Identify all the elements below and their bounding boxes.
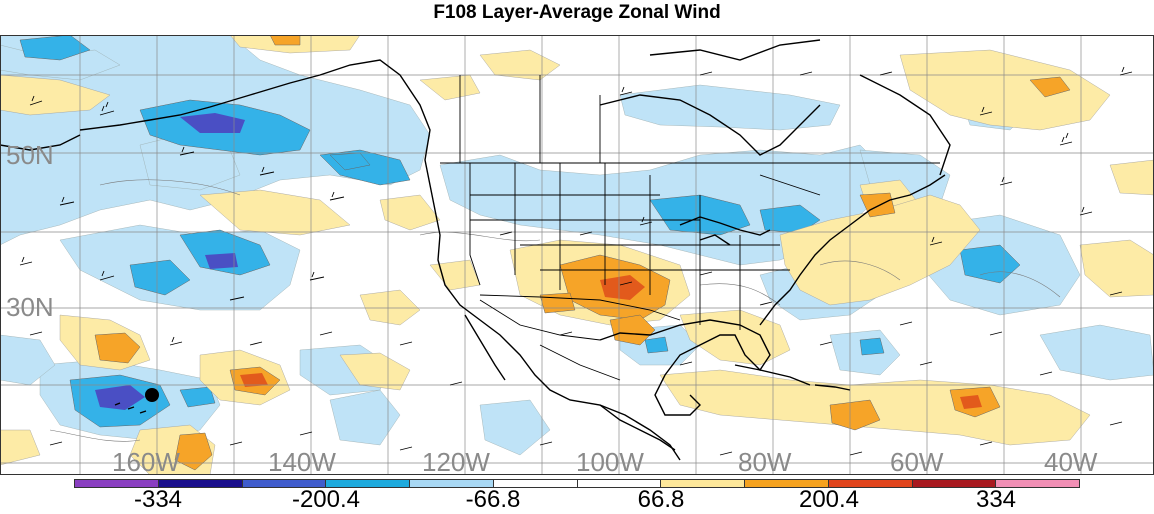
colorbar-label-neg200: -200.4 (291, 486, 361, 513)
map-title: F108 Layer-Average Zonal Wind (433, 2, 721, 23)
colorbar-label-neg334: -334 (133, 486, 183, 513)
lat-label-50n: 50N (6, 140, 54, 170)
colorbar-segment (493, 480, 578, 487)
lon-label-120w: 120W (422, 447, 490, 477)
lon-label-160w: 160W (112, 447, 180, 477)
lon-label-40w: 40W (1044, 447, 1098, 477)
colorbar-segment (661, 480, 745, 487)
colorbar-segment (326, 480, 410, 487)
negative-wind-mid-areas (19, 34, 1021, 428)
political-borders (440, 75, 940, 381)
contour-lines (49, 179, 1061, 442)
colorbar-label-pos66: 66.8 (637, 486, 685, 513)
lon-label-60w: 60W (890, 447, 944, 477)
negative-wind-dark-areas (95, 113, 245, 410)
positive-wind-dark-areas (240, 275, 982, 409)
lon-label-100w: 100W (576, 447, 644, 477)
lon-label-140w: 140W (268, 447, 336, 477)
map-panel: 50N 30N 160W 140W 120W 100W 80W 60W 40W (0, 34, 1154, 477)
colorbar-segment (410, 480, 494, 487)
colorbar-segment (745, 480, 829, 487)
colorbar-label-neg66: -66.8 (465, 486, 521, 513)
lat-label-30n: 30N (6, 292, 54, 322)
lon-label-80w: 80W (738, 447, 792, 477)
colorbar (74, 479, 1080, 488)
colorbar-segment (75, 480, 159, 487)
colorbar-label-pos200: 200.4 (798, 486, 860, 513)
colorbar-segment (828, 480, 913, 487)
colorbar-label-pos334: 334 (975, 486, 1017, 513)
coastlines (0, 39, 951, 461)
colorbar-segment (912, 480, 997, 487)
station-marker (145, 388, 159, 402)
wind-barbs (19, 66, 1133, 456)
wind-map (0, 34, 1154, 476)
colorbar-segment (996, 480, 1079, 487)
colorbar-segment (158, 480, 243, 487)
colorbar-segment (577, 480, 662, 487)
colorbar-segment (242, 480, 327, 487)
